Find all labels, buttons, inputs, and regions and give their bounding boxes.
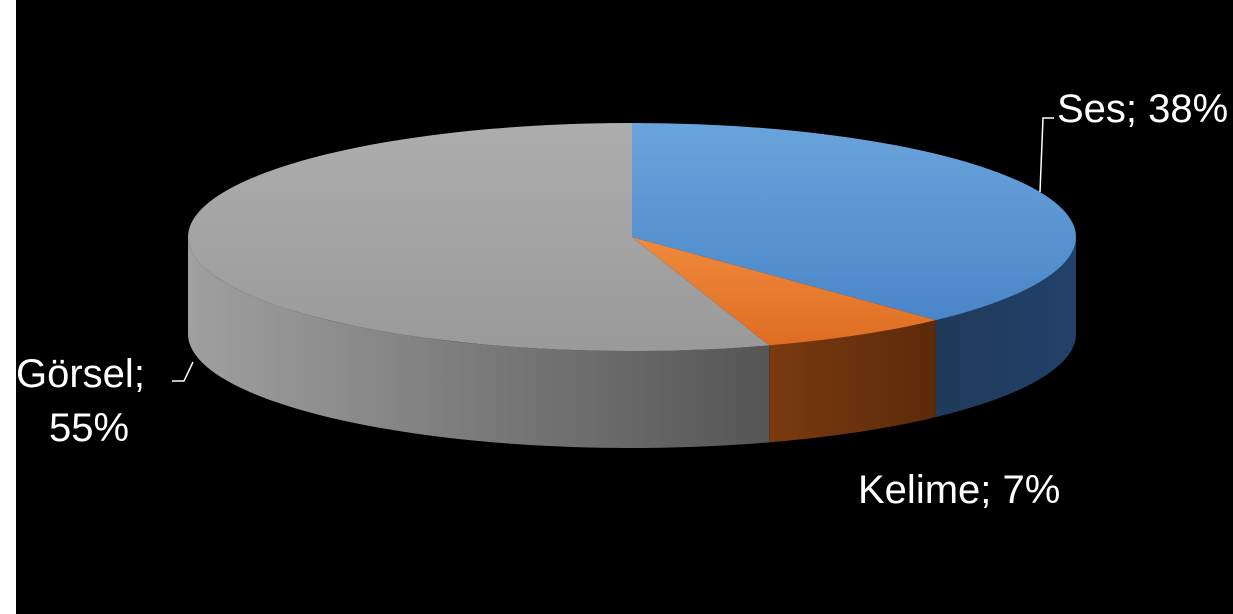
leader-line-gorsel: [172, 361, 194, 382]
data-label-kelime: Kelime; 7%: [858, 468, 1060, 512]
pie-sides: [188, 237, 1076, 448]
slice-ses: [632, 123, 1076, 321]
pie-top: [187, 123, 1076, 351]
pie-chart: Ses; 38% Kelime; 7% Görsel; 55%: [16, 87, 1228, 512]
data-labels: Ses; 38% Kelime; 7% Görsel; 55%: [16, 87, 1228, 512]
data-label-ses: Ses; 38%: [1057, 87, 1228, 131]
slice-gorsel: [187, 123, 770, 351]
leader-line-ses: [1039, 117, 1054, 193]
chart-area: Ses; 38% Kelime; 7% Görsel; 55%: [16, 0, 1233, 614]
leader-lines: [172, 117, 1054, 382]
slice-kelime: [632, 237, 936, 346]
slice-side-ses: [935, 237, 1076, 418]
slice-side-kelime: [769, 320, 936, 443]
data-label-gorsel-name: Görsel;: [16, 352, 145, 396]
data-label-gorsel-value: 55%: [49, 406, 129, 450]
slice-side-gorsel: [188, 237, 770, 448]
